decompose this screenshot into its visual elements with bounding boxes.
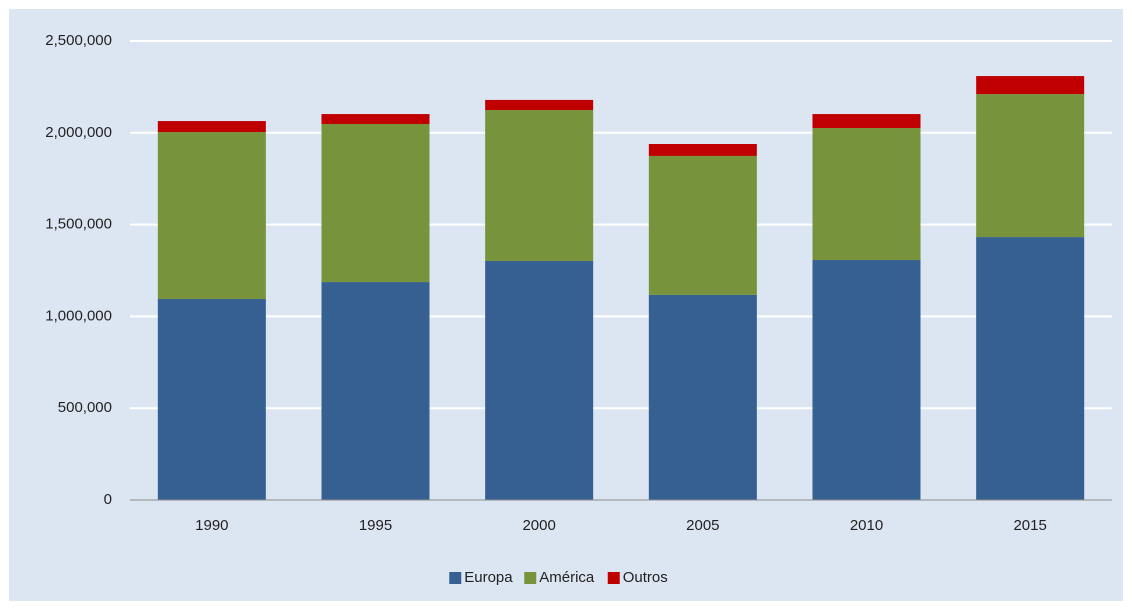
bar-segment <box>812 114 921 129</box>
bar-segment <box>976 76 1085 95</box>
legend-swatch <box>524 572 537 584</box>
bar-segment <box>648 294 757 500</box>
bar-segment <box>157 132 266 299</box>
bar-segment <box>648 155 757 295</box>
x-tick-label: 2005 <box>686 517 719 534</box>
legend-label: América <box>539 569 595 586</box>
bar-segment <box>485 110 594 261</box>
x-tick-label: 1990 <box>195 517 228 534</box>
legend-swatch <box>607 572 620 584</box>
bar-segment <box>648 143 757 156</box>
y-tick-label: 2,500,000 <box>45 32 112 49</box>
x-tick-label: 2010 <box>850 517 883 534</box>
y-tick-label: 500,000 <box>58 399 112 416</box>
bar-segment <box>157 298 266 500</box>
bar-segment <box>812 128 921 261</box>
bar-segment <box>485 260 594 500</box>
y-tick-label: 1,500,000 <box>45 216 112 233</box>
bar-segment <box>485 99 594 111</box>
legend-label: Outros <box>623 569 668 586</box>
y-tick-label: 1,000,000 <box>45 307 112 324</box>
x-tick-label: 2000 <box>522 517 555 534</box>
legend-swatch <box>449 572 462 584</box>
bar-segment <box>321 123 430 283</box>
bar-segment <box>976 94 1085 238</box>
y-tick-label: 0 <box>104 491 112 508</box>
x-tick-label: 2015 <box>1013 517 1046 534</box>
bar-segment <box>812 260 921 500</box>
y-tick-label: 2,000,000 <box>45 124 112 141</box>
bar-segment <box>157 121 266 133</box>
bar-segment <box>321 114 430 124</box>
bar-segment <box>321 282 430 500</box>
legend-label: Europa <box>464 569 513 586</box>
x-tick-label: 1995 <box>359 517 392 534</box>
bar-segment <box>976 237 1085 501</box>
